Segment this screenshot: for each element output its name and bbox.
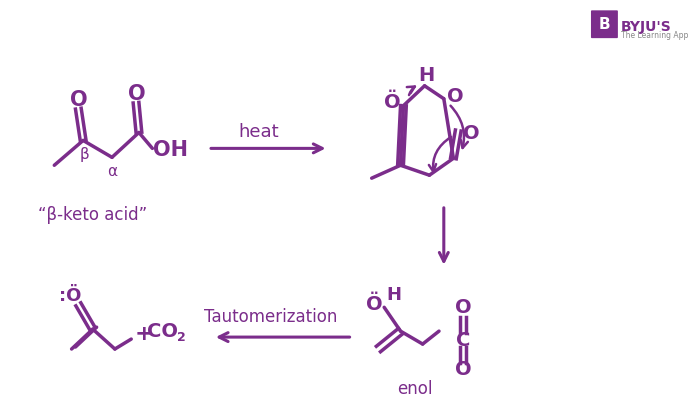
- Text: :Ö: :Ö: [60, 288, 82, 306]
- Text: C: C: [456, 330, 470, 350]
- Text: O: O: [455, 360, 471, 380]
- Text: H: H: [419, 66, 435, 85]
- Text: α: α: [107, 164, 117, 179]
- Text: +: +: [134, 324, 153, 344]
- Text: O: O: [69, 90, 87, 110]
- Text: O: O: [455, 298, 471, 317]
- Text: heat: heat: [239, 124, 279, 142]
- Text: OH: OH: [153, 140, 188, 160]
- Text: Tautomerization: Tautomerization: [204, 308, 337, 326]
- Text: CO: CO: [148, 321, 178, 341]
- Text: The Learning App: The Learning App: [621, 31, 688, 40]
- Text: BYJU'S: BYJU'S: [621, 20, 671, 34]
- Text: B: B: [598, 17, 610, 32]
- Text: enol: enol: [397, 380, 433, 398]
- Text: O: O: [447, 87, 463, 106]
- FancyBboxPatch shape: [591, 10, 618, 38]
- Text: Ö: Ö: [366, 295, 383, 314]
- Text: “β-keto acid”: “β-keto acid”: [38, 206, 148, 224]
- Text: β: β: [79, 147, 89, 162]
- Text: Ö: Ö: [384, 93, 400, 112]
- Text: O: O: [463, 124, 480, 143]
- Text: H: H: [386, 286, 401, 304]
- Text: O: O: [128, 84, 146, 104]
- Text: 2: 2: [177, 330, 186, 344]
